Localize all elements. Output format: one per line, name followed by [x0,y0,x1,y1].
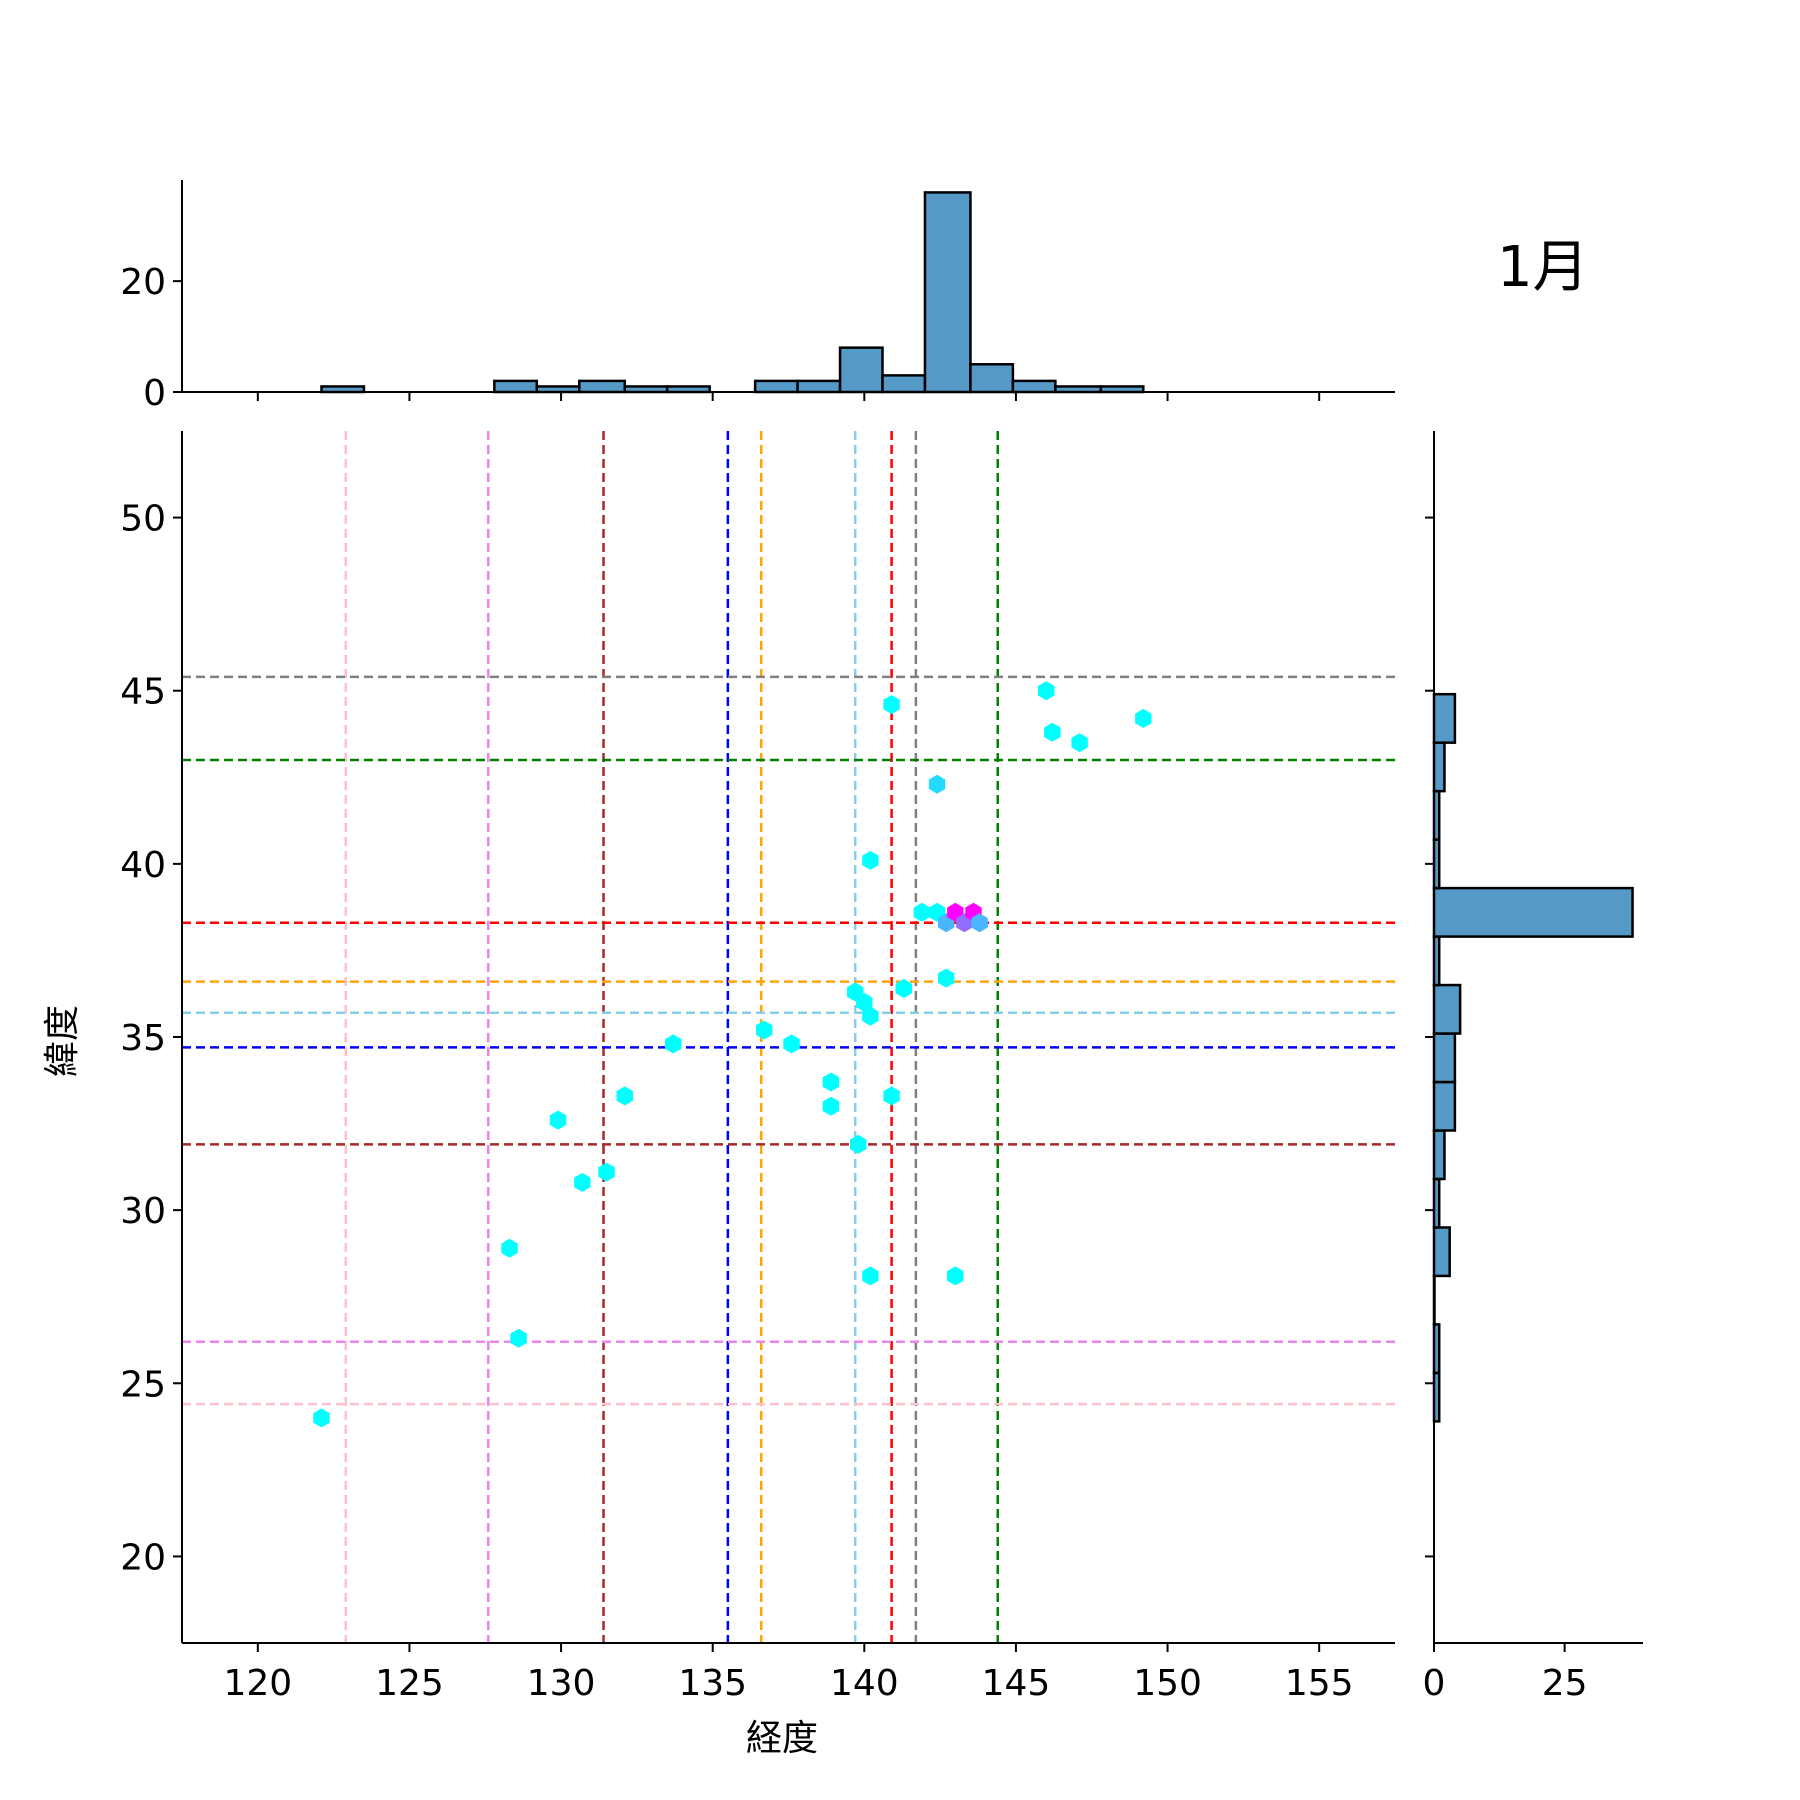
right-hist-bar-13 [1432,741,1446,793]
x-tick-label-7: 155 [1285,1663,1354,1704]
top-y-tick-label-0: 0 [143,373,166,414]
top-hist-bar-11 [796,379,842,394]
month-annotation: 1月 [1497,235,1589,300]
right-hist-bar-7 [1432,1032,1457,1084]
y-tick-label-3: 35 [120,1018,166,1059]
y-axis-label: 緯度 [42,1005,83,1077]
y-tick-label-6: 50 [120,499,166,540]
right-hist-bar-8 [1432,983,1462,1035]
x-tick-label-6: 150 [1133,1663,1202,1704]
hex-cell-6 [616,1086,633,1106]
hex-cell-29 [971,913,988,933]
hex-cell-16 [862,1266,879,1286]
top-hist-bar-14 [923,191,972,394]
x-tick-label-1: 125 [375,1663,444,1704]
right-x-tick-label-0: 0 [1423,1663,1446,1704]
right-hist-bar-3 [1432,1226,1451,1278]
hex-cell-33 [1071,733,1088,753]
x-tick-label-2: 130 [527,1663,596,1704]
right-hist-bar-5 [1432,1129,1446,1181]
top-hist-bar-13 [881,374,927,394]
x-tick-label-3: 135 [678,1663,747,1704]
x-axis-label: 経度 [746,1718,818,1759]
right-hist-bar-10 [1432,886,1634,938]
hex-cell-31 [1038,681,1055,701]
hex-cell-20 [895,979,912,998]
hex-cell-10 [822,1072,840,1092]
hex-cell-3 [549,1110,567,1130]
hex-cell-13 [856,992,873,1012]
y-tick-label-5: 45 [120,672,166,713]
top-hist-bar-15 [969,363,1015,394]
y-tick-label-0: 20 [120,1537,166,1578]
right-marginal-histogram: 0 25 [1423,431,1643,1704]
hex-cell-9 [783,1034,800,1054]
hex-cell-7 [665,1034,682,1054]
top-marginal-histogram: 0 20 [120,180,1395,414]
hex-cell-32 [1044,722,1061,742]
right-x-tick-label-1: 25 [1542,1663,1588,1704]
hex-cell-30 [947,1266,964,1286]
main-plot: 120 125 130 135 140 145 150 155 20 25 30 35 40 45 50 [120,431,1395,1704]
top-hist-bar-12 [838,346,884,394]
hex-cell-0 [313,1408,330,1428]
y-tick-label-2: 30 [120,1191,166,1232]
y-tick-label-1: 25 [120,1364,166,1405]
top-hist-bar-6 [578,379,626,394]
right-hist-bar-14 [1432,692,1457,744]
hex-cell-19 [883,1086,900,1106]
hex-cell-23 [928,774,946,794]
top-y-tick-label-1: 20 [120,262,166,303]
hex-cell-25 [938,968,955,988]
hex-cell-1 [501,1238,518,1258]
hex-cell-15 [850,1134,867,1154]
hex-cell-21 [913,902,931,922]
x-tick-label-5: 145 [982,1663,1051,1704]
hex-cell-8 [756,1020,773,1040]
top-hist-bar-4 [493,379,539,394]
hex-cell-5 [598,1162,615,1182]
top-hist-bar-10 [753,379,799,394]
right-hist-bar-6 [1432,1080,1457,1132]
y-tick-label-4: 40 [120,845,166,886]
hex-cell-17 [862,850,879,870]
x-tick-label-0: 120 [223,1663,292,1704]
hex-cell-2 [510,1328,527,1348]
top-hist-bar-16 [1011,379,1057,394]
hex-cell-11 [822,1096,840,1116]
x-tick-label-4: 140 [830,1663,899,1704]
hex-cell-14 [862,1006,879,1026]
hex-cell-34 [1135,708,1152,728]
hex-cell-4 [574,1172,591,1192]
hex-cell-18 [883,695,900,715]
